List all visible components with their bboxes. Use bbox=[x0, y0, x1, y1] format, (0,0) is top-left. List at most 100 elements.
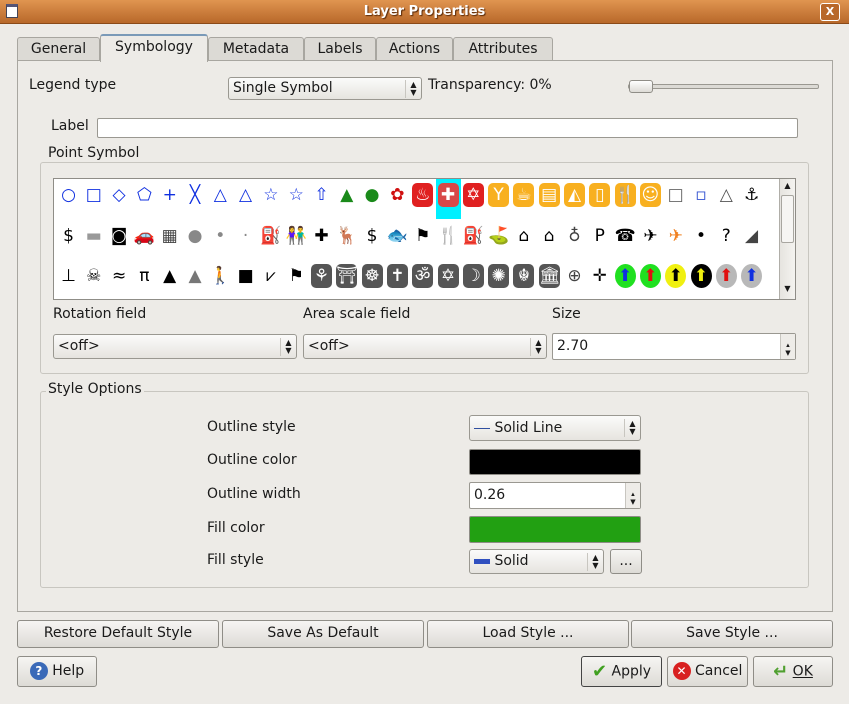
symbol-empty-square-icon[interactable]: □ bbox=[663, 179, 688, 219]
symbol-golf-flag-icon[interactable]: ⚑ bbox=[410, 220, 435, 260]
spin-up-icon[interactable]: ▲ bbox=[780, 334, 795, 350]
symbol-parking-icon[interactable]: P bbox=[587, 220, 612, 260]
symbol-fuel-icon[interactable]: ⛽ bbox=[258, 220, 283, 260]
symbol-pub-icon[interactable]: ▯ bbox=[587, 179, 612, 219]
symbol-swimming-icon[interactable]: ≈ bbox=[107, 260, 132, 299]
symbol-camera-icon[interactable]: ◙ bbox=[107, 220, 132, 260]
close-button[interactable]: X bbox=[820, 3, 840, 21]
symbol-airfield-icon[interactable]: ✈ bbox=[663, 220, 688, 260]
symbol-star-of-life-icon[interactable]: ✡ bbox=[461, 179, 486, 219]
symbol-cross-icon[interactable]: + bbox=[157, 179, 182, 219]
label-input[interactable] bbox=[97, 118, 798, 138]
symbol-arrow-green-red-icon[interactable]: ⬆ bbox=[638, 260, 663, 299]
symbol-picnic-icon[interactable]: π bbox=[132, 260, 157, 299]
scroll-down-icon[interactable]: ▼ bbox=[784, 284, 791, 293]
symbol-arrow-up-icon[interactable]: ⇧ bbox=[309, 179, 334, 219]
symbol-bahai-icon[interactable]: ✺ bbox=[486, 260, 511, 299]
symbol-telephone-icon[interactable]: ☎ bbox=[613, 220, 638, 260]
symbol-christian-icon[interactable]: ✝ bbox=[385, 260, 410, 299]
symbol-toilets-icon[interactable]: 👫 bbox=[284, 220, 309, 260]
symbol-shinto-icon[interactable]: ⛩ bbox=[334, 260, 359, 299]
symbol-slipway-icon[interactable]: ◢ bbox=[739, 220, 764, 260]
symbol-north-arrow-icon[interactable]: ✛ bbox=[587, 260, 612, 299]
symbol-museum-icon[interactable]: 🏛 bbox=[537, 260, 562, 299]
ok-button[interactable]: ↵ OK bbox=[753, 656, 833, 687]
symbol-list[interactable]: ○ □ ◇ ⬠ + ╳ △ △ ☆ ☆ ⇧ ▲ ● ✿ ♨ ✚ ✡ Y ☕ ▤ ◭ ▯ 🍴 ☺ □ ▫ △ ⚓ $ ▬ ◙ 🚗 ▦ ● • · ⛽ 👫 ✚ 🦌… bbox=[53, 178, 796, 300]
spin-down-icon[interactable]: ▼ bbox=[625, 495, 640, 508]
symbol-bath-icon[interactable]: ▬ bbox=[81, 220, 106, 260]
symbol-fuel-pump-icon[interactable]: ⛽ bbox=[461, 220, 486, 260]
load-style-button[interactable]: Load Style ... bbox=[427, 620, 629, 648]
symbol-car-icon[interactable]: 🚗 bbox=[132, 220, 157, 260]
symbol-black-square-icon[interactable]: ■ bbox=[233, 260, 258, 299]
symbol-restaurant-icon[interactable]: 🍴 bbox=[613, 179, 638, 219]
symbol-fish-icon[interactable]: 🐟 bbox=[385, 220, 410, 260]
symbol-arrow-grey-red-icon[interactable]: ⬆ bbox=[714, 260, 739, 299]
symbol-small-square-icon[interactable]: ▫ bbox=[689, 179, 714, 219]
save-style-button[interactable]: Save Style ... bbox=[631, 620, 833, 648]
symbol-wheel-icon[interactable]: ☸ bbox=[360, 260, 385, 299]
symbol-dot-medium-icon[interactable]: • bbox=[208, 220, 233, 260]
scrollbar-thumb[interactable] bbox=[781, 195, 794, 243]
symbol-shelter-icon[interactable]: ⌂ bbox=[511, 220, 536, 260]
spin-up-icon[interactable]: ▲ bbox=[625, 483, 640, 499]
symbol-diamond-icon[interactable]: ◇ bbox=[107, 179, 132, 219]
symbol-deer-icon[interactable]: 🦌 bbox=[334, 220, 359, 260]
symbol-cocktail-icon[interactable]: Y bbox=[486, 179, 511, 219]
symbol-arrow-black-yellow-icon[interactable]: ⬆ bbox=[689, 260, 714, 299]
tab-general[interactable]: General bbox=[17, 37, 100, 61]
fill-color-button[interactable] bbox=[469, 516, 641, 543]
tab-symbology[interactable]: Symbology bbox=[100, 34, 208, 62]
symbol-square-icon[interactable]: □ bbox=[81, 179, 106, 219]
fill-style-more-button[interactable]: ... bbox=[610, 549, 642, 574]
symbol-anchor-icon[interactable]: ⚓ bbox=[739, 179, 764, 219]
area-scale-select[interactable]: <off> ▲ ▼ bbox=[303, 334, 547, 359]
symbol-list-scrollbar[interactable]: ▲ ▼ bbox=[779, 179, 795, 299]
apply-button[interactable]: ✔ Apply bbox=[581, 656, 662, 687]
symbol-house-icon[interactable]: ⌂ bbox=[537, 220, 562, 260]
slider-handle[interactable] bbox=[629, 80, 653, 93]
symbol-fork-knife-icon[interactable]: 🍴 bbox=[436, 220, 461, 260]
outline-style-select[interactable]: Solid Line ▲ ▼ bbox=[469, 415, 641, 441]
symbol-star-icon[interactable]: ☆ bbox=[258, 179, 283, 219]
symbol-golf-icon[interactable]: ⛳ bbox=[486, 220, 511, 260]
symbol-danger-icon[interactable]: ☠ bbox=[81, 260, 106, 299]
tab-attributes[interactable]: Attributes bbox=[453, 37, 553, 61]
tab-actions[interactable]: Actions bbox=[376, 37, 453, 61]
symbol-cinema-icon[interactable]: ▤ bbox=[537, 179, 562, 219]
symbol-islamic-icon[interactable]: ☽ bbox=[461, 260, 486, 299]
fill-style-select[interactable]: Solid ▲ ▼ bbox=[469, 549, 604, 574]
symbol-tent-icon[interactable]: ▲ bbox=[157, 260, 182, 299]
symbol-flag-icon[interactable]: ⚑ bbox=[284, 260, 309, 299]
help-button[interactable]: ? Help bbox=[17, 656, 97, 687]
symbol-pizza-icon[interactable]: ◭ bbox=[562, 179, 587, 219]
symbol-compass-icon[interactable]: ⊕ bbox=[562, 260, 587, 299]
size-spinbox[interactable]: 2.70 ▲▼ bbox=[552, 333, 796, 360]
symbol-viewpoint-icon[interactable]: ⩗ bbox=[258, 260, 283, 299]
symbol-tree-icon[interactable]: ● bbox=[360, 179, 385, 219]
symbol-flower-icon[interactable]: ✿ bbox=[385, 179, 410, 219]
symbol-first-aid-icon[interactable]: ✚ bbox=[309, 220, 334, 260]
scroll-up-icon[interactable]: ▲ bbox=[784, 181, 791, 190]
outline-width-spinbox[interactable]: 0.26 ▲▼ bbox=[469, 482, 641, 509]
symbol-jewish-icon[interactable]: ✡ bbox=[436, 260, 461, 299]
symbol-dot-icon[interactable]: • bbox=[689, 220, 714, 260]
symbol-airport-icon[interactable]: ✈ bbox=[638, 220, 663, 260]
tab-labels[interactable]: Labels bbox=[304, 37, 376, 61]
transparency-slider[interactable] bbox=[628, 80, 819, 93]
symbol-triangle-icon[interactable]: △ bbox=[208, 179, 233, 219]
symbol-arrow-grey-blue-icon[interactable]: ⬆ bbox=[739, 260, 764, 299]
symbol-balloon-icon[interactable]: ♁ bbox=[562, 220, 587, 260]
symbol-waterski-icon[interactable]: ⊥ bbox=[56, 260, 81, 299]
symbol-dollar-icon[interactable]: $ bbox=[56, 220, 81, 260]
symbol-arrow-green-blue-icon[interactable]: ⬆ bbox=[613, 260, 638, 299]
symbol-pentagon-icon[interactable]: ⬠ bbox=[132, 179, 157, 219]
symbol-small-star-icon[interactable]: ☆ bbox=[284, 179, 309, 219]
symbol-small-triangle-icon[interactable]: △ bbox=[233, 179, 258, 219]
symbol-fire-icon[interactable]: ♨ bbox=[410, 179, 435, 219]
symbol-pine-icon[interactable]: ▲ bbox=[183, 260, 208, 299]
cancel-button[interactable]: ✕ Cancel bbox=[667, 656, 748, 687]
symbol-bank-dollar-icon[interactable]: $ bbox=[360, 220, 385, 260]
symbol-conifer-icon[interactable]: ▲ bbox=[334, 179, 359, 219]
symbol-dot-large-icon[interactable]: ● bbox=[183, 220, 208, 260]
